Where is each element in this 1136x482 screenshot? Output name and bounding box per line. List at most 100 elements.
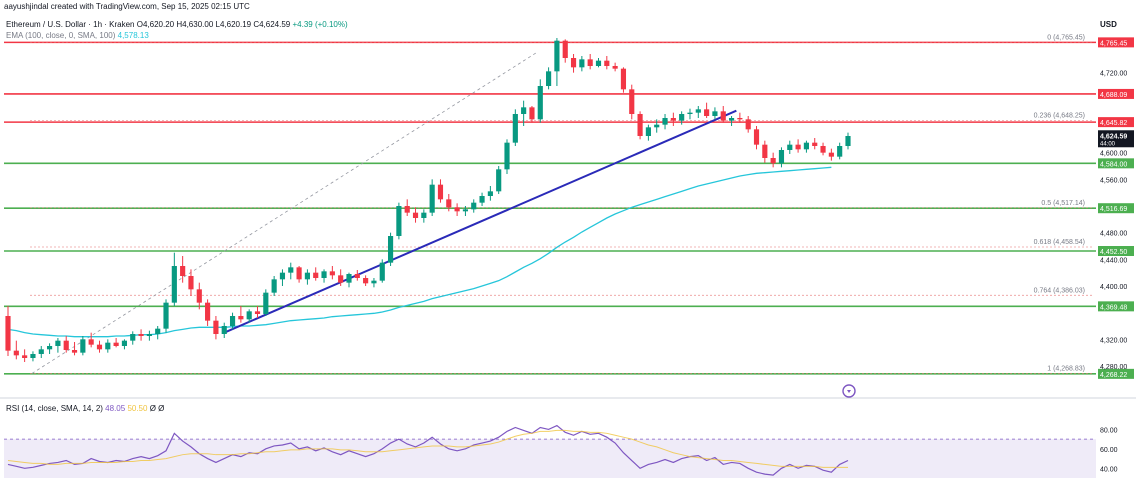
- candle-body-41: [346, 274, 352, 283]
- candle-body-33: [279, 272, 286, 280]
- price-tick-0: 4,720.00: [1100, 71, 1127, 78]
- rsi-value: 48.05: [105, 404, 126, 413]
- level-badge-1: [1098, 88, 1134, 99]
- replay-icon[interactable]: [842, 384, 856, 398]
- candle-body-24: [205, 302, 211, 321]
- rsi-lines: [7, 424, 849, 476]
- candle-body-79: [662, 118, 668, 125]
- candle-body-30: [254, 311, 261, 314]
- candle-body-0: [5, 316, 11, 351]
- ema-legend[interactable]: EMA (100, close, 0, SMA, 100) 4,578.13: [6, 31, 149, 40]
- trendline: [223, 109, 737, 334]
- fib-label-5: 1 (4,268.83): [1047, 365, 1085, 372]
- candle-body-28: [238, 316, 244, 320]
- candle-body-11: [96, 344, 103, 350]
- candle-body-101: [845, 136, 851, 146]
- candle-body-92: [770, 158, 776, 164]
- price-tick-5: 4,400.00: [1100, 284, 1127, 291]
- level-badge-2: [1098, 117, 1134, 128]
- candle-body-3: [30, 354, 36, 358]
- fib-label-2: 0.5 (4,517.14): [1041, 200, 1085, 207]
- rsi-tick-0: 80.00: [1100, 427, 1118, 434]
- candle-body-35: [296, 267, 302, 280]
- candle-body-23: [196, 289, 202, 303]
- candle-body-50: [421, 212, 427, 218]
- ema-label: EMA (100, close, 0, SMA, 100): [6, 31, 116, 40]
- candle-body-44: [371, 280, 377, 284]
- candle-body-20: [171, 266, 177, 303]
- candle-body-21: [180, 266, 186, 276]
- candle-body-14: [121, 340, 128, 346]
- rsi-band-fill: [4, 439, 1096, 478]
- price-tick-4: 4,440.00: [1100, 257, 1127, 264]
- candle-body-77: [645, 127, 651, 136]
- candle-body-97: [812, 142, 818, 146]
- candle-body-40: [338, 275, 344, 283]
- candle-body-2: [22, 355, 28, 358]
- candle-body-10: [88, 339, 94, 345]
- ema-line: [7, 166, 832, 338]
- fib-diagonal: [31, 52, 538, 374]
- rsi-tick-2: 40.00: [1100, 466, 1118, 473]
- candle-body-62: [521, 107, 527, 114]
- candle-body-1: [13, 350, 19, 356]
- candle-body-6: [55, 340, 61, 346]
- price-tick-7: 4,280.00: [1100, 364, 1127, 371]
- candle-body-64: [537, 86, 543, 120]
- candle-body-39: [329, 271, 335, 276]
- candle-body-46: [387, 236, 394, 263]
- level-badge-4: [1098, 203, 1134, 214]
- candle-body-96: [803, 142, 809, 150]
- candle-body-88: [737, 118, 743, 120]
- candle-body-27: [229, 316, 236, 326]
- symbol-name[interactable]: Ethereum / U.S. Dollar · 1h · Kraken: [6, 20, 135, 29]
- candle-body-93: [778, 150, 785, 164]
- candle-body-13: [113, 342, 119, 346]
- rsi-extra-2: Ø: [158, 404, 165, 413]
- level-badge-7: [1098, 368, 1134, 379]
- level-label-7: 4,268.22: [1100, 372, 1127, 379]
- candle-body-59: [496, 169, 502, 192]
- candle-body-82: [687, 112, 693, 114]
- candle-body-94: [787, 144, 793, 150]
- candle-body-25: [213, 320, 219, 334]
- change-value: +4.39 (+0.10%): [292, 20, 348, 29]
- rsi-sma-polyline: [7, 429, 848, 468]
- candle-body-68: [570, 58, 577, 68]
- level-label-1: 4,688.09: [1100, 92, 1127, 99]
- candle-body-98: [820, 146, 826, 153]
- price-tick-2: 4,560.00: [1100, 177, 1127, 184]
- level-badge-5: [1098, 246, 1134, 256]
- ema-polyline: [7, 166, 832, 338]
- rsi-label: RSI (14, close, SMA, 14, 2): [6, 404, 103, 413]
- candle-body-54: [454, 207, 460, 212]
- close-value: C4,624.59: [253, 20, 291, 29]
- candle-body-83: [695, 109, 701, 113]
- rsi-extra-1: Ø: [149, 404, 156, 413]
- level-badge-3: [1098, 158, 1134, 169]
- candle-body-52: [437, 184, 444, 200]
- candle-body-87: [728, 118, 735, 121]
- candle-body-47: [396, 206, 402, 236]
- candle-body-57: [479, 196, 485, 203]
- candles: [5, 38, 851, 362]
- level-badge-6: [1098, 301, 1134, 312]
- trendline-line: [223, 109, 737, 334]
- fib-label-1: 0.236 (4,648.25): [1034, 113, 1085, 120]
- candle-body-29: [246, 311, 252, 320]
- level-label-6: 4,369.48: [1100, 304, 1127, 311]
- candle-body-51: [429, 184, 435, 213]
- candle-body-5: [47, 346, 53, 350]
- candle-body-36: [304, 272, 310, 280]
- candle-body-75: [629, 89, 635, 114]
- rsi-legend[interactable]: RSI (14, close, SMA, 14, 2) 48.05 50.50 …: [6, 404, 164, 413]
- price-tick-1: 4,600.00: [1100, 151, 1127, 158]
- candle-body-4: [38, 349, 44, 354]
- fib-label-4: 0.764 (4,386.03): [1034, 287, 1085, 294]
- candle-body-26: [221, 326, 227, 334]
- fibonacci-levels: 0 (4,765.45) 0.236 (4,648.25) 0.5 (4,517.1…: [30, 34, 1094, 374]
- price-axis: 4,765.45 4,688.09 4,645.82 4,584.00 4,516.69…: [1098, 37, 1134, 473]
- candle-body-16: [138, 334, 144, 336]
- candle-body-86: [720, 111, 726, 121]
